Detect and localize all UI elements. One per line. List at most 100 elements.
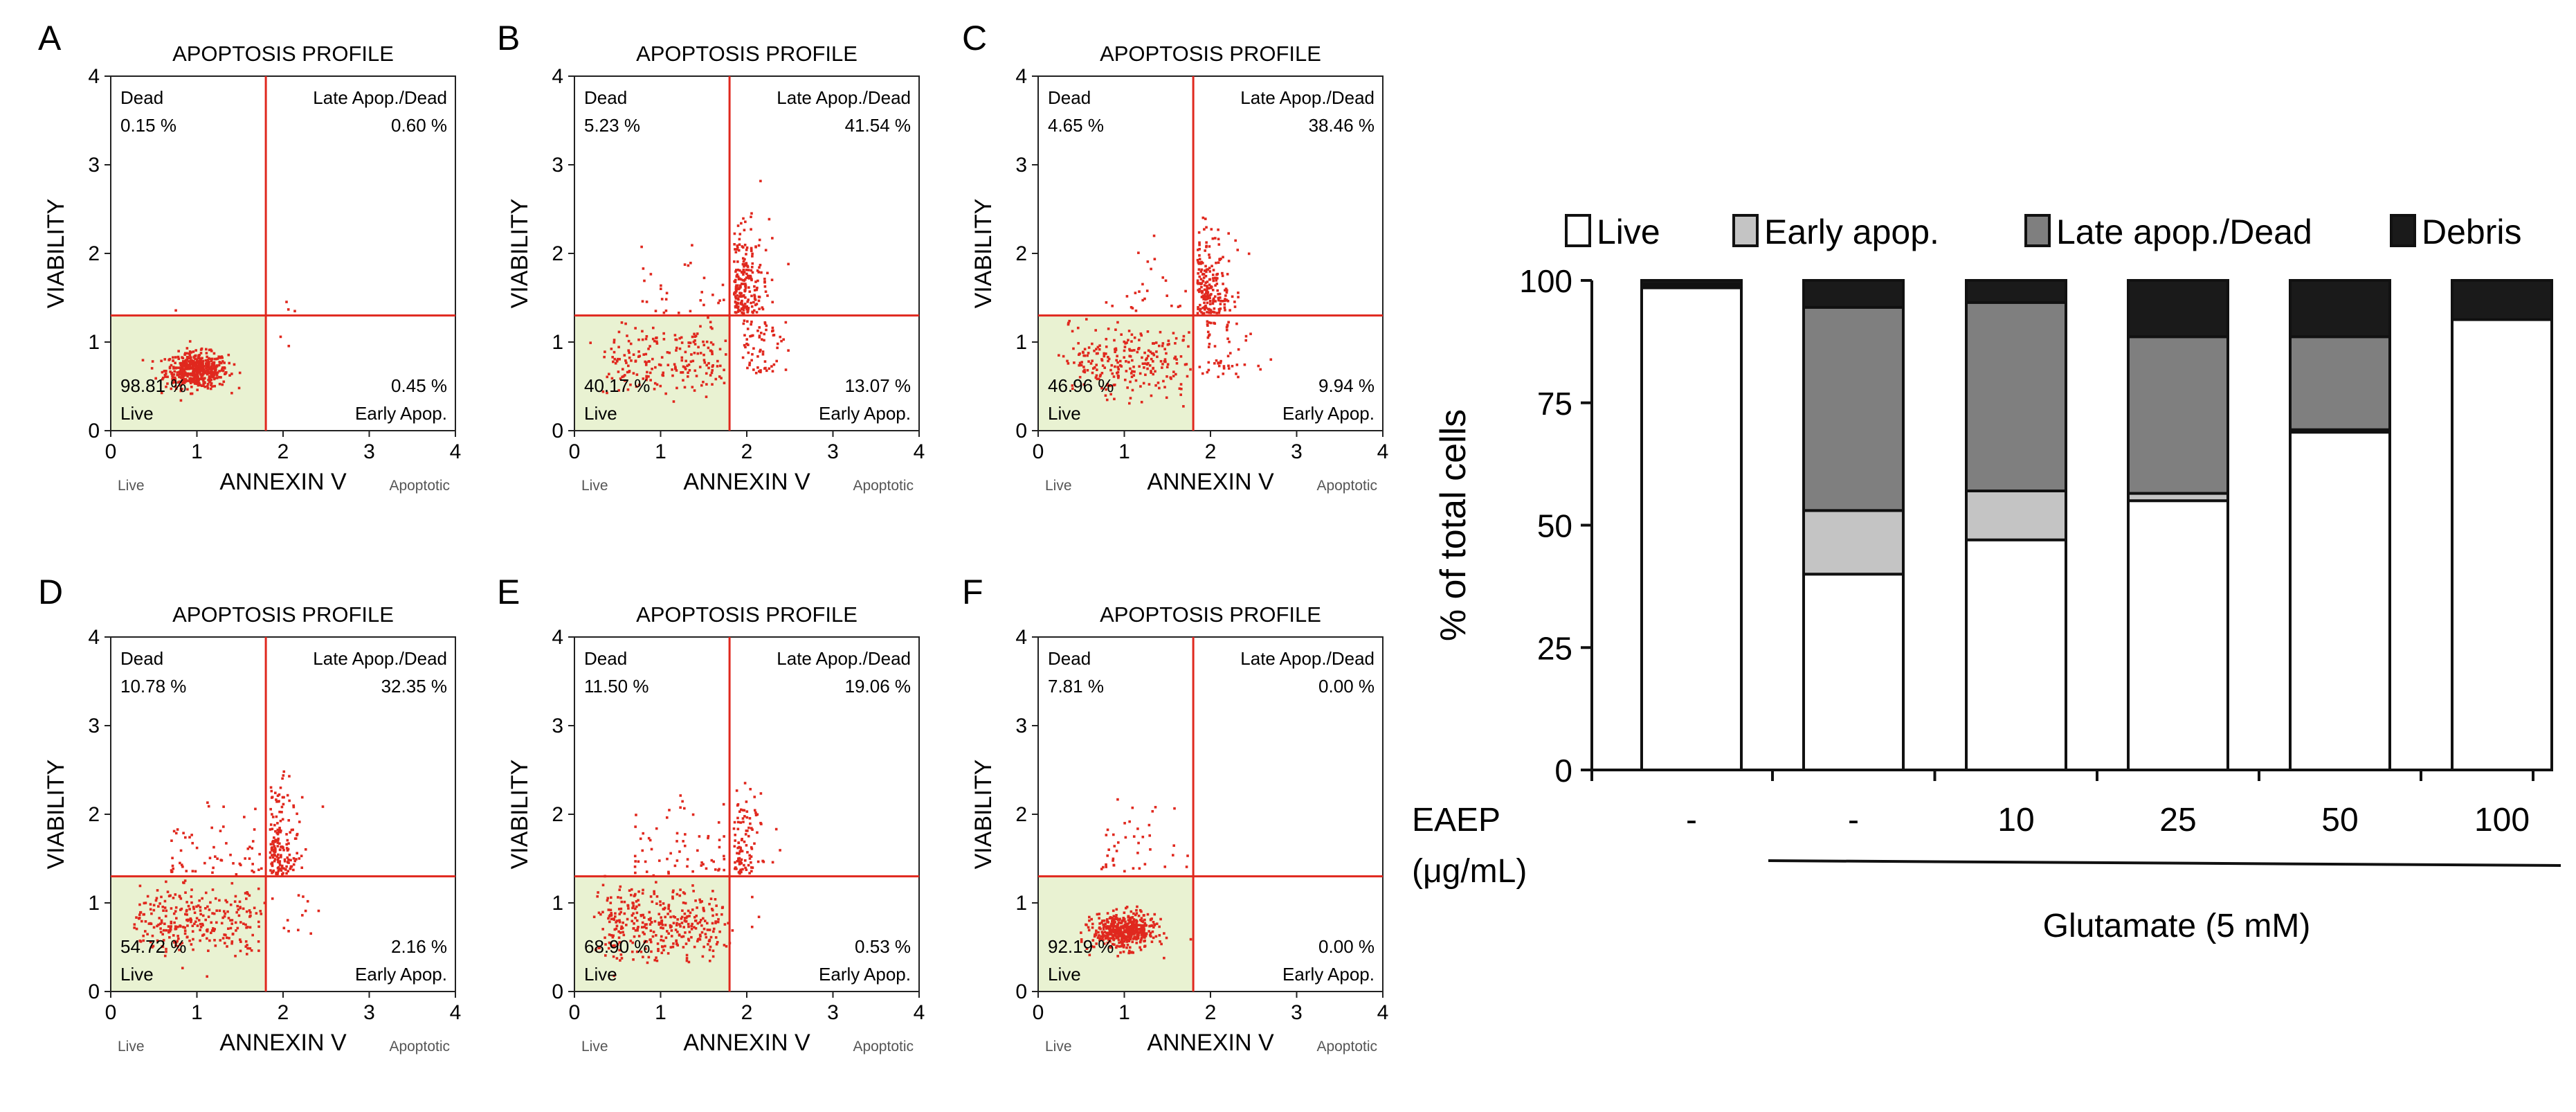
cell-point	[221, 937, 225, 940]
cell-point	[1203, 228, 1206, 231]
category-label: 50	[2321, 802, 2358, 839]
cell-point	[1103, 366, 1107, 369]
cell-point	[192, 350, 195, 353]
cell-point	[174, 361, 176, 365]
cell-point	[214, 855, 217, 858]
cell-point	[1226, 355, 1230, 358]
cell-point	[753, 285, 756, 288]
live-quadrant-value: 40.17 %	[584, 375, 650, 396]
cell-point	[751, 262, 754, 265]
early-quadrant-value: 9.94 %	[1318, 375, 1375, 396]
cell-point	[191, 930, 194, 933]
cell-point	[211, 912, 214, 915]
cell-point	[695, 375, 698, 377]
cell-point	[171, 377, 174, 381]
bar-segment	[2289, 431, 2391, 771]
cell-point	[1115, 914, 1118, 917]
bar-segment	[1965, 538, 2067, 772]
cell-point	[671, 895, 674, 899]
cell-point	[657, 949, 660, 953]
cell-point	[280, 854, 282, 857]
cell-point	[687, 938, 690, 941]
cell-point	[649, 917, 652, 920]
cell-point	[257, 887, 260, 890]
cell-point	[1116, 841, 1120, 844]
cell-point	[745, 338, 749, 341]
cell-point	[1235, 322, 1238, 325]
cell-point	[723, 868, 725, 872]
cell-point	[642, 353, 646, 356]
cell-point	[199, 939, 201, 942]
cell-point	[184, 363, 187, 366]
cell-point	[1139, 385, 1142, 388]
cell-point	[181, 379, 185, 382]
cell-point	[228, 361, 231, 365]
cell-point	[1138, 867, 1141, 870]
cell-point	[182, 832, 185, 834]
cell-point	[743, 859, 747, 862]
cell-point	[693, 389, 696, 392]
cell-point	[610, 917, 613, 921]
y-tick-label: 0	[1554, 753, 1572, 789]
cell-point	[152, 908, 156, 912]
cell-point	[608, 913, 612, 917]
cell-point	[1205, 270, 1208, 273]
cell-point	[276, 794, 280, 798]
cell-point	[1154, 805, 1157, 809]
cell-point	[1155, 922, 1159, 925]
cell-point	[217, 364, 221, 367]
cell-point	[672, 915, 675, 918]
cell-point	[752, 301, 755, 304]
cell-point	[626, 334, 628, 337]
cell-point	[166, 375, 169, 379]
x-axis-title: ANNEXIN V	[683, 1030, 810, 1056]
cell-point	[283, 858, 287, 861]
cell-point	[1208, 321, 1210, 324]
cell-point	[763, 360, 767, 363]
cell-point	[1201, 262, 1204, 264]
cell-point	[776, 342, 779, 346]
cell-point	[1080, 940, 1083, 943]
early-quadrant-value: 13.07 %	[845, 375, 911, 396]
cell-point	[1228, 352, 1232, 355]
cell-point	[642, 956, 644, 958]
cell-point	[222, 825, 225, 828]
cell-point	[747, 307, 750, 311]
cell-point	[1114, 350, 1116, 354]
cell-point	[1109, 924, 1112, 928]
cell-point	[149, 908, 152, 911]
cell-point	[1204, 217, 1207, 220]
cell-point	[1134, 292, 1137, 294]
cell-point	[192, 948, 194, 951]
cell-point	[180, 361, 183, 365]
cell-point	[212, 373, 216, 377]
cell-point	[737, 857, 740, 860]
cell-point	[642, 931, 644, 934]
cell-point	[1204, 295, 1208, 298]
cell-point	[680, 935, 683, 938]
cell-point	[649, 273, 653, 276]
cell-point	[239, 949, 242, 953]
cell-point	[1129, 397, 1132, 400]
cell-point	[286, 793, 289, 797]
cell-point	[165, 880, 167, 884]
cell-point	[230, 391, 233, 395]
cell-point	[1142, 932, 1145, 935]
cell-point	[1171, 854, 1174, 857]
x-tick-label: 0	[105, 440, 117, 463]
cell-point	[1222, 367, 1226, 370]
cell-point	[1146, 260, 1150, 263]
cell-point	[209, 901, 212, 904]
cell-point	[632, 372, 635, 375]
late-quadrant-name: Late Apop./Dead	[313, 87, 447, 108]
cell-point	[1098, 344, 1101, 347]
cell-point	[1095, 352, 1098, 355]
cell-point	[285, 301, 288, 303]
cell-point	[1222, 283, 1224, 285]
cell-point	[670, 929, 673, 932]
cell-point	[673, 366, 677, 368]
cell-point	[678, 933, 681, 936]
cell-point	[1098, 939, 1101, 942]
cell-point	[745, 342, 748, 346]
